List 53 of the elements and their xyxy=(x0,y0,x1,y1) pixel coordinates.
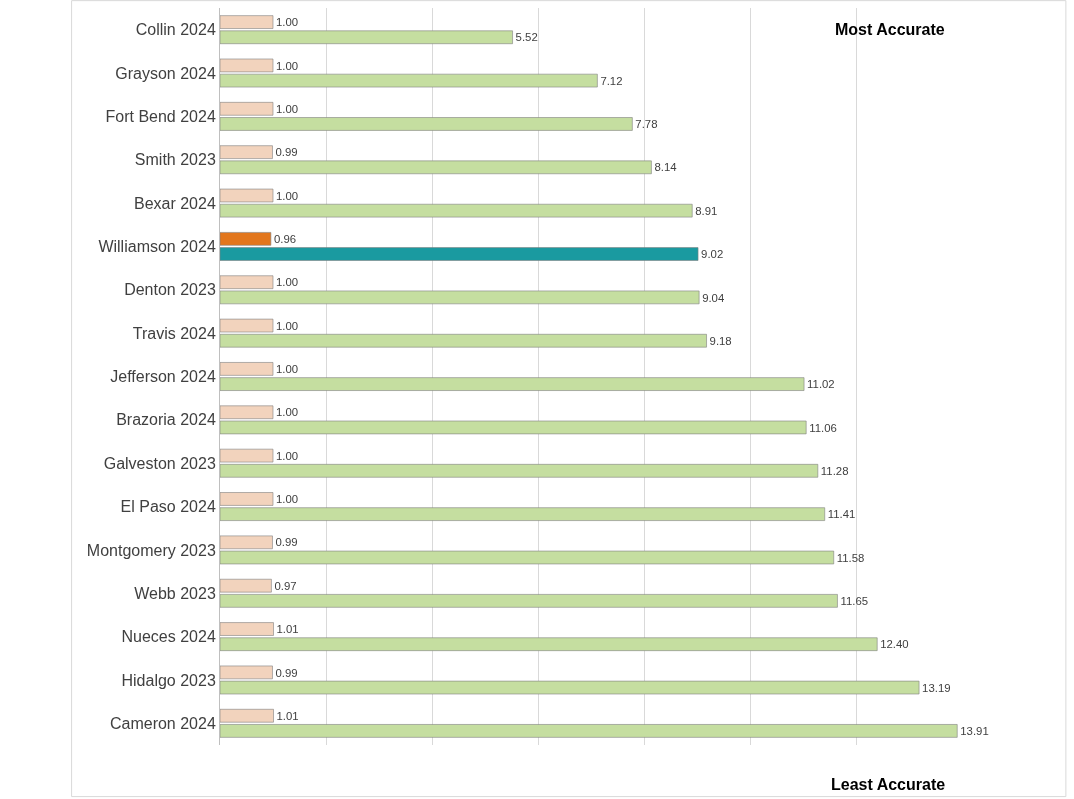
data-label: 9.04 xyxy=(702,291,725,304)
data-label: 0.99 xyxy=(275,536,298,549)
data-label: 11.28 xyxy=(820,464,849,477)
y-tick-label: Nueces 2024 xyxy=(121,628,216,646)
y-tick-label: Smith 2023 xyxy=(134,151,216,169)
y-tick-label: Webb 2023 xyxy=(134,584,216,602)
data-label: 1.00 xyxy=(276,319,299,332)
y-tick-label: Denton 2023 xyxy=(124,281,216,299)
data-label: 9.18 xyxy=(709,334,732,347)
data-label: 11.65 xyxy=(840,595,869,608)
data-label: 8.14 xyxy=(654,161,677,174)
data-label: 13.91 xyxy=(960,725,989,738)
y-tick-label: Montgomery 2023 xyxy=(86,541,216,559)
data-label: 8.91 xyxy=(695,204,718,217)
data-label: 1.00 xyxy=(276,363,299,376)
annotation: Most Accurate xyxy=(835,21,945,38)
y-tick-label: Fort Bend 2024 xyxy=(105,107,216,125)
data-label: 1.01 xyxy=(276,709,299,722)
y-tick-label: Bexar 2024 xyxy=(133,194,216,212)
data-label: 1.00 xyxy=(276,276,299,289)
data-label: 1.00 xyxy=(276,406,299,419)
data-label: 7.12 xyxy=(600,74,623,87)
data-label: 11.41 xyxy=(827,508,856,521)
data-label: 1.00 xyxy=(276,16,299,29)
data-label: 11.02 xyxy=(807,378,835,391)
y-tick-label: Cameron 2024 xyxy=(109,714,216,732)
data-label: 13.19 xyxy=(922,681,951,694)
data-label: 0.99 xyxy=(275,666,298,679)
data-label: 1.00 xyxy=(276,449,299,462)
text: Least Accurate xyxy=(831,776,946,793)
y-tick-label: Brazoria 2024 xyxy=(116,411,216,429)
data-label: 12.40 xyxy=(880,638,909,651)
data-label: 7.78 xyxy=(635,118,658,131)
data-label: 0.96 xyxy=(273,233,297,246)
data-label: 1.00 xyxy=(276,102,299,115)
data-label: 0.97 xyxy=(274,579,297,592)
y-tick-label: Hidalgo 2023 xyxy=(121,671,216,689)
data-label: 1.00 xyxy=(276,59,299,72)
y-tick-label: Jefferson 2024 xyxy=(110,368,216,386)
y-tick-label: Williamson 2024 xyxy=(98,238,216,256)
data-label: 1.01 xyxy=(276,623,299,636)
data-label: 0.99 xyxy=(275,146,298,159)
data-label: 1.00 xyxy=(276,189,299,202)
data-label: 11.06 xyxy=(809,421,837,434)
y-tick-label: Grayson 2024 xyxy=(115,64,216,82)
data-label: 1.00 xyxy=(276,493,299,506)
y-tick-label: Travis 2024 xyxy=(132,324,216,342)
y-tick-label: El Paso 2024 xyxy=(120,498,216,516)
data-label: 5.52 xyxy=(515,31,538,44)
y-tick-label: Collin 2024 xyxy=(135,21,216,39)
data-label: 9.02 xyxy=(701,248,724,261)
data-label: 11.58 xyxy=(836,551,865,564)
y-tick-label: Galveston 2023 xyxy=(103,454,216,472)
